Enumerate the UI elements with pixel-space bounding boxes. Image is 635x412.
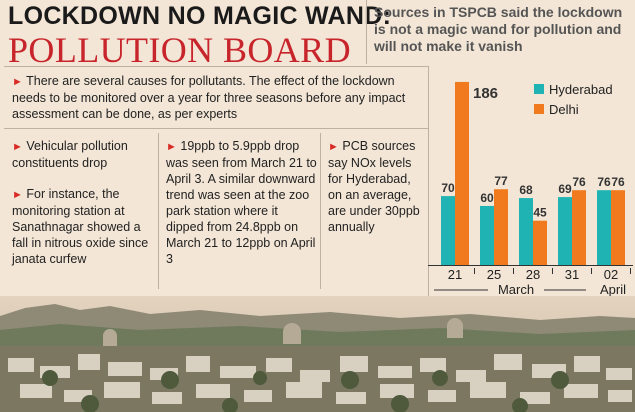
- data-label: 69: [558, 182, 572, 196]
- x-tick-label: 31: [565, 267, 579, 282]
- x-tick-label: 21: [448, 267, 462, 282]
- col1-point2-text: For instance, the monitoring station at …: [12, 187, 149, 266]
- bar-delhi-02: [611, 190, 625, 265]
- intro-body: There are several causes for pollutants.…: [12, 74, 406, 121]
- x-tick-label: 25: [487, 267, 501, 282]
- col2-text: ► 19ppb to 5.9ppb drop was seen from Mar…: [166, 138, 318, 267]
- bullet-arrow-icon: ►: [328, 141, 339, 153]
- data-label: 68: [519, 183, 533, 197]
- col3-text: ► PCB sources say NOx levels for Hyderab…: [328, 138, 424, 235]
- headline-line2: POLLUTION BOARD: [8, 30, 351, 70]
- divider: [366, 0, 367, 64]
- headline-line1: LOCKDOWN NO MAGIC WAND:: [8, 2, 392, 30]
- data-label: 76: [611, 175, 625, 189]
- data-label: 60: [480, 191, 494, 205]
- city-skyline-photo: [0, 296, 635, 412]
- bullet-arrow-icon: ►: [12, 76, 23, 88]
- legend-label-hyderabad: Hyderabad: [549, 82, 613, 97]
- month-label-march: March: [498, 282, 534, 297]
- col1-point2: ► For instance, the monitoring station a…: [12, 186, 154, 267]
- x-tick-label: 02: [604, 267, 618, 282]
- data-label: 76: [597, 175, 611, 189]
- divider: [428, 66, 429, 298]
- bar-hyderabad-21: [441, 196, 455, 265]
- bar-delhi-31: [572, 190, 586, 265]
- data-label: 186: [473, 85, 498, 102]
- bar-delhi-21: [455, 81, 469, 265]
- legend-label-delhi: Delhi: [549, 102, 579, 117]
- data-label: 70: [441, 181, 455, 195]
- data-label: 77: [494, 174, 508, 188]
- divider: [320, 133, 321, 289]
- data-label: 76: [572, 175, 586, 189]
- divider: [158, 133, 159, 289]
- bullet-arrow-icon: ►: [166, 141, 177, 153]
- divider: [4, 128, 428, 129]
- x-tick-label: 28: [526, 267, 540, 282]
- legend-swatch-delhi: [534, 104, 544, 114]
- col3-body: PCB sources say NOx levels for Hyderabad…: [328, 139, 420, 234]
- bar-hyderabad-25: [480, 205, 494, 265]
- col1-point1-text: Vehicular pollution constituents drop: [12, 139, 128, 170]
- bar-hyderabad-31: [558, 197, 572, 265]
- month-label-april: April: [600, 282, 626, 297]
- source-quote: Sources in TSPCB said the lockdown is no…: [374, 4, 623, 54]
- col1-point1: ► Vehicular pollution constituents drop: [12, 138, 152, 171]
- bar-delhi-25: [494, 189, 508, 265]
- data-label: 45: [533, 206, 547, 220]
- bullet-arrow-icon: ►: [12, 189, 23, 201]
- intro-text: ► There are several causes for pollutant…: [12, 73, 424, 122]
- bar-hyderabad-28: [519, 198, 533, 265]
- col2-body: 19ppb to 5.9ppb drop was seen from March…: [166, 139, 317, 266]
- legend-swatch-hyderabad: [534, 84, 544, 94]
- bar-delhi-28: [533, 220, 547, 265]
- bar-hyderabad-02: [597, 190, 611, 265]
- divider: [4, 66, 428, 67]
- bullet-arrow-icon: ►: [12, 141, 23, 153]
